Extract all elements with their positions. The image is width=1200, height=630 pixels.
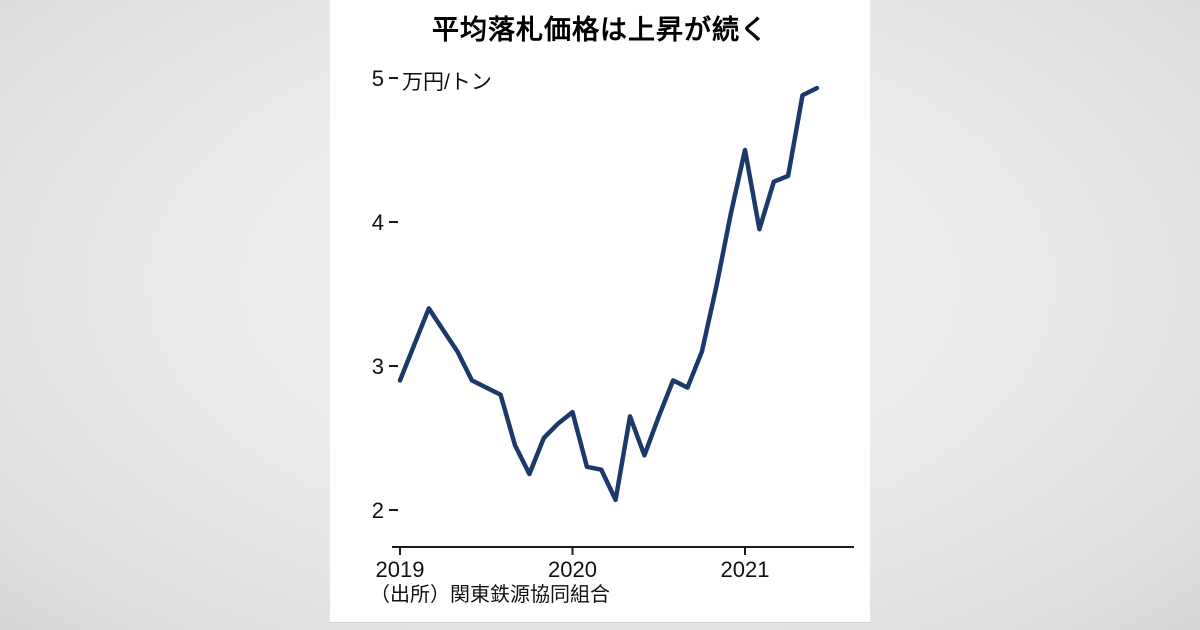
y-axis-tick-label: 2 [372, 498, 384, 523]
y-axis-tick-label: 5 [372, 66, 384, 91]
chart-panel: 平均落札価格は上昇が続く 2019 2020 2021 2 3 4 5 万円/トン （出所）… [330, 0, 870, 623]
x-axis-tick-label: 2020 [548, 557, 597, 582]
y-axis-tick-label: 4 [372, 210, 384, 235]
source-note: （出所）関東鉄源協同組合 [370, 584, 610, 606]
price-line-chart: 2019 2020 2021 2 3 4 5 [372, 66, 854, 582]
x-axis-tick-label: 2021 [721, 557, 770, 582]
x-axis-tick-label: 2019 [376, 557, 425, 582]
chart-title: 平均落札価格は上昇が続く [432, 15, 768, 45]
y-axis-tick-label: 3 [372, 354, 384, 379]
price-series-line [397, 85, 820, 503]
y-axis-unit-label: 万円/トン [402, 71, 492, 94]
